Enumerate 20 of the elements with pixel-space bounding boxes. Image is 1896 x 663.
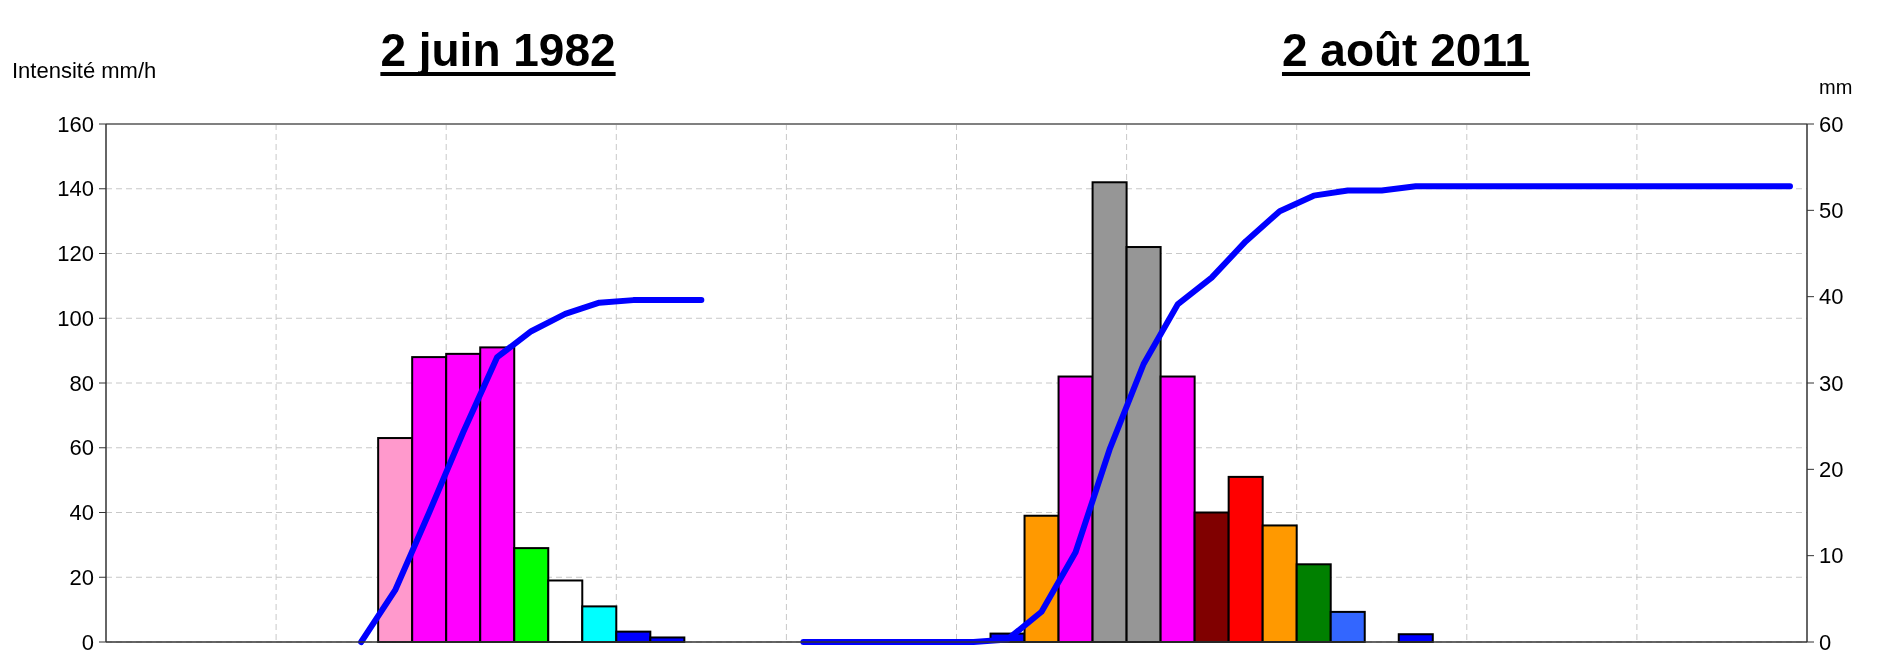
y2-tick-label: 10 (1819, 543, 1844, 569)
y-tick-label: 120 (57, 241, 94, 267)
y-tick-label: 140 (57, 176, 94, 202)
y2-tick-label: 0 (1819, 629, 1832, 655)
y-tick-label: 40 (69, 500, 94, 526)
y-tick-label: 160 (57, 111, 94, 137)
text: 2 août 2011 (1281, 24, 1531, 76)
chart-title: 2 juin 1982 (380, 24, 616, 76)
y-tick-label: 0 (81, 629, 94, 655)
y2-tick-label: 30 (1819, 370, 1844, 396)
y-tick-label: 100 (57, 305, 94, 331)
y-tick-label: 20 (69, 564, 94, 590)
y-tick-label: 80 (69, 370, 94, 396)
y2-tick-label: 50 (1819, 198, 1844, 224)
y2-tick-label: 40 (1819, 284, 1844, 310)
y2-axis-title: mm (1819, 76, 1853, 98)
y2-tick-label: 60 (1819, 111, 1844, 137)
y-axis-title: Intensité mm/h (12, 58, 157, 83)
y-tick-label: 60 (69, 435, 94, 461)
y2-tick-label: 20 (1819, 457, 1844, 483)
